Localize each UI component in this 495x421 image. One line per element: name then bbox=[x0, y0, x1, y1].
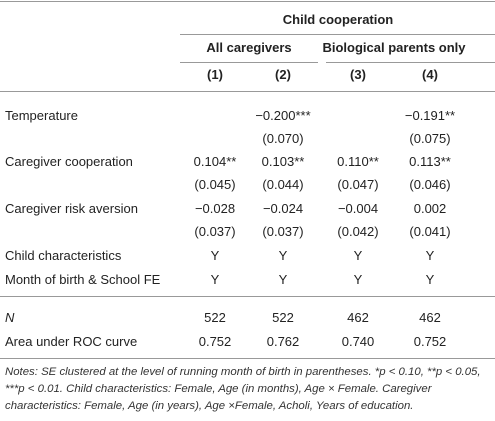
row-label: Temperature bbox=[5, 108, 78, 123]
column-header: (2) bbox=[275, 67, 291, 82]
table-cell: −0.200*** bbox=[255, 108, 311, 123]
table-cell: 0.104** bbox=[193, 154, 237, 169]
table-cell: 0.762 bbox=[266, 334, 300, 349]
table-cell: (0.041) bbox=[409, 224, 451, 239]
rule bbox=[180, 34, 495, 35]
table-cell: Y bbox=[425, 272, 435, 287]
table-notes: Notes: SE clustered at the level of runn… bbox=[5, 366, 481, 412]
table-cell: 0.740 bbox=[341, 334, 375, 349]
table-cell: 462 bbox=[347, 310, 369, 325]
rule bbox=[0, 1, 495, 2]
table-cell: (0.037) bbox=[262, 224, 304, 239]
row-label: Caregiver risk aversion bbox=[5, 201, 138, 216]
table-cell: 462 bbox=[419, 310, 441, 325]
row-label: Child characteristics bbox=[5, 248, 122, 263]
rule bbox=[0, 296, 495, 297]
column-header: (3) bbox=[350, 67, 366, 82]
subgroup-header: Biological parents only bbox=[322, 40, 466, 55]
table-cell: 0.113** bbox=[409, 154, 451, 169]
row-label: Month of birth & School FE bbox=[5, 272, 161, 287]
column-header: (4) bbox=[422, 67, 438, 82]
table-cell: 0.752 bbox=[413, 334, 447, 349]
table-cell: −0.191** bbox=[404, 108, 456, 123]
table-cell: Y bbox=[210, 272, 220, 287]
rule bbox=[180, 62, 318, 63]
table-cell: Y bbox=[210, 248, 220, 263]
table-cell: (0.042) bbox=[337, 224, 379, 239]
table-cell: −0.004 bbox=[337, 201, 379, 216]
group-header: Child cooperation bbox=[282, 12, 394, 27]
table-cell: 0.103** bbox=[261, 154, 305, 169]
table-cell: (0.044) bbox=[262, 177, 304, 192]
row-label: Area under ROC curve bbox=[5, 334, 138, 349]
table-cell: 0.002 bbox=[413, 201, 447, 216]
rule bbox=[0, 91, 495, 92]
column-header: (1) bbox=[207, 67, 223, 82]
table-cell: (0.047) bbox=[337, 177, 379, 192]
table-cell: (0.075) bbox=[409, 131, 451, 146]
table-cell: (0.037) bbox=[194, 224, 236, 239]
table-cell: −0.028 bbox=[194, 201, 236, 216]
table-cell: (0.046) bbox=[409, 177, 451, 192]
subgroup-header: All caregivers bbox=[206, 40, 292, 55]
table-cell: Y bbox=[278, 272, 288, 287]
table-cell: Y bbox=[353, 272, 363, 287]
table-cell: Y bbox=[425, 248, 435, 263]
table-cell: Y bbox=[278, 248, 288, 263]
table-cell: Y bbox=[353, 248, 363, 263]
table-cell: (0.045) bbox=[194, 177, 236, 192]
table-cell: 522 bbox=[204, 310, 226, 325]
row-label: Caregiver cooperation bbox=[5, 154, 133, 169]
table-cell: 0.110** bbox=[337, 154, 379, 169]
rule bbox=[326, 62, 495, 63]
table-cell: −0.024 bbox=[262, 201, 304, 216]
table-cell: 522 bbox=[272, 310, 294, 325]
rule bbox=[0, 358, 495, 359]
row-label: N bbox=[5, 310, 15, 325]
table-cell: (0.070) bbox=[262, 131, 304, 146]
table-cell: 0.752 bbox=[198, 334, 232, 349]
